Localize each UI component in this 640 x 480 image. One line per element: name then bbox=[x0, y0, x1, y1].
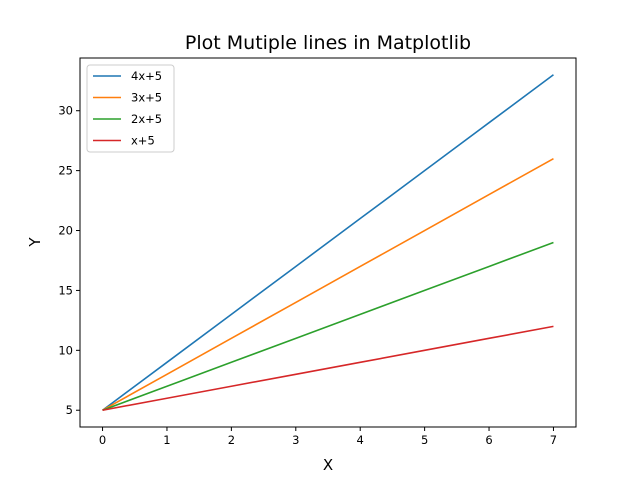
series-line-2 bbox=[102, 241, 554, 411]
legend-box bbox=[86, 64, 175, 153]
x-tick-label: 0 bbox=[99, 433, 106, 447]
x-axis-label: X bbox=[323, 456, 333, 474]
legend-label: 4x+5 bbox=[131, 69, 162, 83]
plot-lines bbox=[102, 74, 554, 412]
y-tick-label: 5 bbox=[66, 403, 73, 417]
x-axis-ticks: 0 1 2 3 4 5 6 7 bbox=[99, 427, 557, 447]
series-line-0 bbox=[102, 74, 554, 411]
series-line-3 bbox=[102, 325, 554, 412]
y-tick-label: 15 bbox=[58, 283, 73, 297]
y-tick-label: 25 bbox=[58, 164, 73, 178]
y-tick-label: 20 bbox=[58, 224, 73, 238]
chart-title: Plot Mutiple lines in Matplotlib bbox=[185, 32, 471, 54]
legend: 4x+5 3x+5 2x+5 x+5 bbox=[86, 64, 175, 153]
legend-label: 2x+5 bbox=[131, 112, 162, 126]
y-axis-ticks: 5 10 15 20 25 30 bbox=[58, 104, 80, 417]
y-tick-label: 30 bbox=[58, 104, 73, 118]
x-tick-label: 1 bbox=[163, 433, 170, 447]
y-tick-label: 10 bbox=[58, 343, 73, 357]
x-tick-label: 5 bbox=[421, 433, 428, 447]
x-tick-label: 2 bbox=[228, 433, 235, 447]
axes-frame bbox=[79, 57, 577, 428]
y-axis-label: Y bbox=[26, 237, 44, 248]
x-tick-label: 6 bbox=[485, 433, 492, 447]
legend-label: 3x+5 bbox=[131, 91, 162, 105]
x-tick-label: 7 bbox=[550, 433, 557, 447]
series-line-1 bbox=[102, 157, 554, 411]
x-tick-label: 4 bbox=[357, 433, 364, 447]
x-tick-label: 3 bbox=[292, 433, 299, 447]
legend-label: x+5 bbox=[131, 134, 155, 148]
